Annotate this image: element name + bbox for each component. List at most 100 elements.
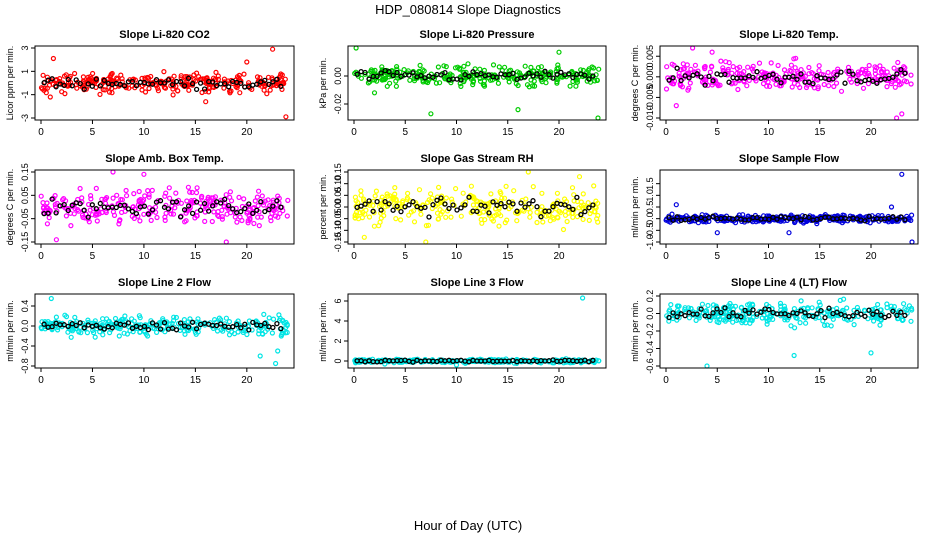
mean-point [274, 198, 280, 204]
data-point [275, 193, 281, 199]
data-point [199, 193, 205, 199]
data-point [86, 219, 92, 225]
data-point [167, 195, 173, 201]
mean-point [129, 208, 136, 215]
data-point [908, 217, 914, 223]
data-point [718, 58, 724, 64]
mean-point [774, 216, 780, 222]
data-point [908, 318, 914, 324]
x-tick-label: 20 [553, 127, 565, 138]
mean-point [69, 321, 75, 327]
data-point [740, 318, 746, 324]
data-point [831, 83, 837, 90]
y-tick-label: -3 [20, 114, 30, 122]
panel-frame [347, 293, 607, 369]
data-point [271, 208, 277, 214]
data-point [44, 74, 51, 80]
figure-title: HDP_080814 Slope Diagnostics [375, 2, 561, 17]
mean-point [550, 75, 556, 81]
x-tick-label: 20 [865, 127, 877, 138]
mean-point [466, 194, 472, 200]
mean-point [210, 203, 216, 209]
mean-point [185, 75, 192, 81]
outlier-point [576, 174, 583, 180]
data-point [420, 79, 426, 85]
data-point [528, 64, 534, 71]
panel-title: Slope Line 3 Flow [431, 277, 524, 289]
mean-point [85, 214, 91, 220]
mean-point [374, 73, 380, 80]
data-point [844, 305, 850, 311]
mean-point [754, 311, 760, 317]
mean-point [81, 325, 87, 331]
mean-point [382, 198, 388, 205]
mean-point [49, 76, 55, 82]
mean-point [274, 320, 280, 327]
mean-point [710, 213, 716, 219]
x-tick-label: 15 [814, 127, 826, 138]
y-tick-label: 2 [333, 338, 343, 343]
mean-point [173, 199, 180, 205]
x-tick-label: 10 [763, 375, 775, 386]
y-tick-label: -0.8 [20, 358, 30, 374]
mean-point [558, 69, 564, 75]
data-point [181, 317, 187, 323]
data-point [457, 65, 463, 71]
data-point [175, 88, 181, 94]
data-point [42, 319, 48, 325]
y-tick-label: 0.0 [645, 307, 655, 320]
mean-point [242, 205, 248, 212]
data-point [692, 62, 699, 68]
outlier-point [257, 353, 263, 359]
data-point [468, 183, 474, 189]
mean-point [666, 314, 672, 321]
data-point [664, 64, 670, 70]
data-point [750, 63, 756, 70]
mean-point [566, 204, 572, 210]
mean-point [121, 83, 128, 89]
data-point [136, 313, 142, 319]
data-point [216, 213, 222, 219]
data-point [84, 330, 91, 336]
data-point [732, 303, 739, 309]
mean-point [358, 203, 364, 209]
data-point [256, 327, 262, 333]
mean-point [582, 208, 588, 215]
data-point [117, 217, 123, 223]
data-point [76, 329, 82, 335]
data-point [87, 207, 93, 213]
x-tick-label: 0 [351, 127, 357, 138]
data-point [571, 192, 577, 198]
y-tick-label: -0.15 [333, 232, 343, 253]
outlier-point [47, 94, 53, 100]
data-point [877, 63, 883, 69]
y-tick-label: 1.5 [645, 177, 655, 190]
mean-point [478, 71, 484, 77]
data-point [908, 81, 914, 87]
mean-point [394, 203, 400, 209]
data-point [713, 80, 719, 86]
data-point [794, 68, 800, 75]
data-point [46, 215, 52, 221]
data-point [760, 80, 767, 87]
data-point [443, 214, 449, 220]
mean-point [842, 80, 848, 86]
data-point [766, 317, 772, 323]
data-point [410, 208, 417, 214]
data-point [726, 308, 732, 314]
data-point [223, 192, 229, 198]
x-tick-label: 15 [502, 375, 514, 386]
data-point [688, 66, 694, 72]
data-point [130, 204, 136, 210]
data-point [171, 73, 177, 79]
mean-point [874, 80, 880, 86]
outlier-point [595, 115, 601, 121]
data-point [841, 212, 847, 219]
y-axis-label: ml/min per min. [630, 300, 640, 362]
data-point [909, 307, 915, 313]
mean-point [902, 312, 908, 319]
outlier-point [244, 59, 250, 65]
data-point [44, 200, 50, 206]
mean-point [722, 71, 728, 78]
data-point [847, 76, 853, 83]
